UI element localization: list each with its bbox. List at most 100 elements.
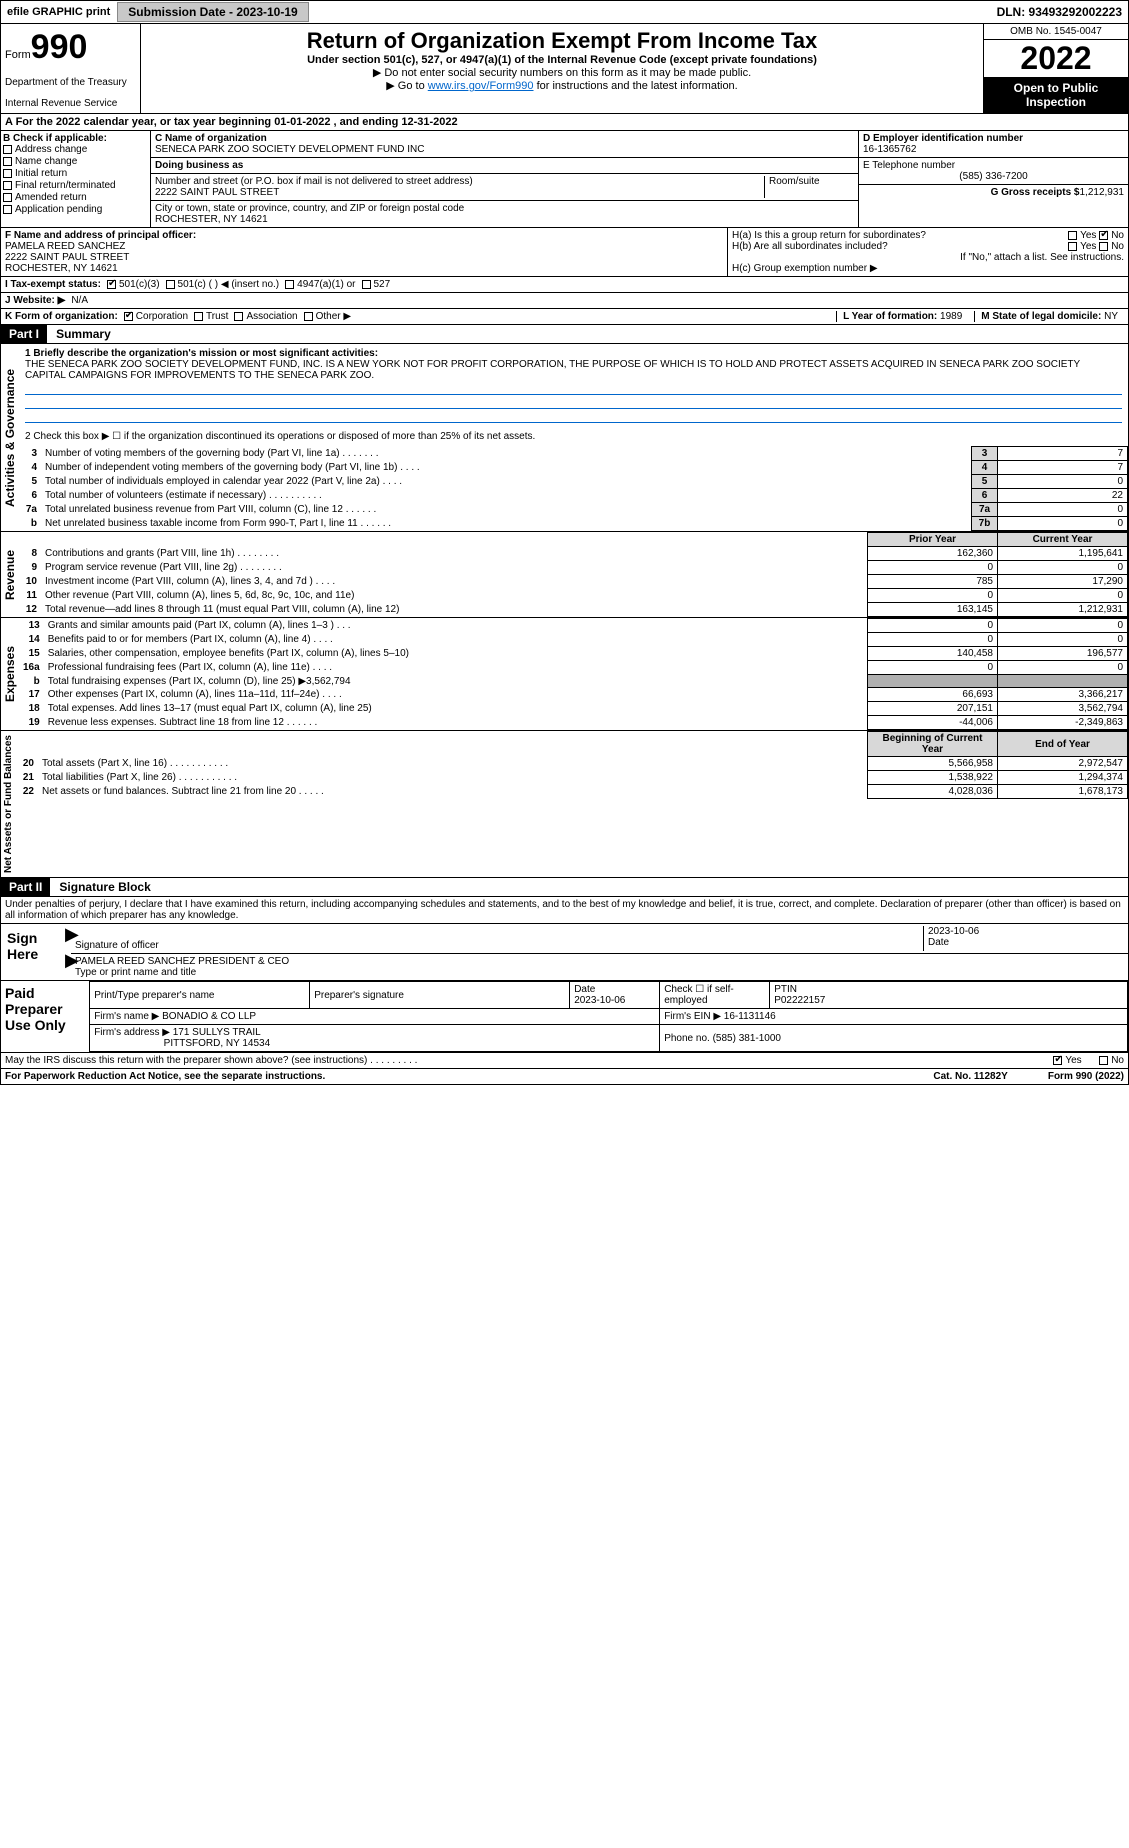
hdr-current-year: Current Year <box>998 533 1128 547</box>
irs-label: Internal Revenue Service <box>5 98 136 109</box>
k-trust[interactable]: Trust <box>194 311 228 322</box>
table-row: 17Other expenses (Part IX, column (A), l… <box>19 688 1128 702</box>
k-corp[interactable]: Corporation <box>124 311 188 322</box>
header-center: Return of Organization Exempt From Incom… <box>141 24 983 113</box>
q1-label: 1 Briefly describe the organization's mi… <box>25 348 1122 359</box>
m-label: M State of legal domicile: <box>981 311 1101 322</box>
i-527[interactable]: 527 <box>362 279 391 290</box>
chk-initial-return[interactable]: Initial return <box>3 168 148 179</box>
part1-netassets: Net Assets or Fund Balances Beginning of… <box>0 731 1129 878</box>
may-irs-no[interactable]: No <box>1099 1055 1124 1066</box>
firm-addr-label: Firm's address ▶ <box>94 1027 170 1038</box>
chk-final-return[interactable]: Final return/terminated <box>3 180 148 191</box>
part1-expenses: Expenses 13Grants and similar amounts pa… <box>0 618 1129 731</box>
chk-name-change[interactable]: Name change <box>3 156 148 167</box>
firm-ein-value: 16-1131146 <box>724 1011 776 1022</box>
footer-pra: For Paperwork Reduction Act Notice, see … <box>5 1071 325 1082</box>
mission-text: THE SENECA PARK ZOO SOCIETY DEVELOPMENT … <box>25 359 1122 381</box>
table-row: 21Total liabilities (Part X, line 26) . … <box>16 771 1128 785</box>
col-b-checkboxes: B Check if applicable: Address change Na… <box>1 131 151 227</box>
c-name-label: C Name of organization <box>155 133 854 144</box>
tax-year: 2022 <box>984 40 1128 77</box>
side-netassets: Net Assets or Fund Balances <box>1 731 16 877</box>
street-label: Number and street (or P.O. box if mail i… <box>155 176 764 187</box>
part2-header: Part II <box>1 878 50 896</box>
table-row: 6Total number of volunteers (estimate if… <box>19 489 1128 503</box>
firm-phone-label: Phone no. <box>664 1033 710 1044</box>
gov-table: 3Number of voting members of the governi… <box>19 446 1128 531</box>
dept-treasury: Department of the Treasury <box>5 77 136 88</box>
part1-title: Summary <box>50 327 111 341</box>
chk-address-change[interactable]: Address change <box>3 144 148 155</box>
chk-application-pending[interactable]: Application pending <box>3 204 148 215</box>
part1-header: Part I <box>1 325 47 343</box>
d-ein-label: D Employer identification number <box>863 133 1124 144</box>
firm-phone-value: (585) 381-1000 <box>713 1033 781 1044</box>
f-addr1: 2222 SAINT PAUL STREET <box>5 252 723 263</box>
table-row: 18Total expenses. Add lines 13–17 (must … <box>19 702 1128 716</box>
table-row: 3Number of voting members of the governi… <box>19 447 1128 461</box>
c-name-value: SENECA PARK ZOO SOCIETY DEVELOPMENT FUND… <box>155 144 854 155</box>
footer: For Paperwork Reduction Act Notice, see … <box>0 1069 1129 1085</box>
sig-officer-label: Signature of officer <box>75 940 923 951</box>
ha-no[interactable]: No <box>1099 230 1124 241</box>
table-row: 7aTotal unrelated business revenue from … <box>19 503 1128 517</box>
col-b-header: B Check if applicable: <box>3 133 148 144</box>
ha-yes[interactable]: Yes <box>1068 230 1096 241</box>
f-name: PAMELA REED SANCHEZ <box>5 241 723 252</box>
sig-date-label: Date <box>928 937 1124 948</box>
k-label: K Form of organization: <box>5 311 118 322</box>
m-value: NY <box>1104 311 1118 322</box>
g-gross-value: 1,212,931 <box>1080 187 1125 198</box>
irs-link[interactable]: www.irs.gov/Form990 <box>428 80 534 92</box>
k-other[interactable]: Other ▶ <box>304 311 351 322</box>
l-value: 1989 <box>940 311 962 322</box>
rev-table: Prior YearCurrent Year 8Contributions an… <box>19 532 1128 617</box>
table-row: bTotal fundraising expenses (Part IX, co… <box>19 675 1128 688</box>
e-phone-label: E Telephone number <box>863 160 1124 171</box>
k-assoc[interactable]: Association <box>234 311 297 322</box>
side-governance: Activities & Governance <box>1 344 19 531</box>
footer-cat: Cat. No. 11282Y <box>933 1071 1007 1082</box>
table-row: 10Investment income (Part VIII, column (… <box>19 575 1128 589</box>
may-irs-text: May the IRS discuss this return with the… <box>5 1055 417 1066</box>
g-gross-label: G Gross receipts $ <box>991 187 1080 198</box>
q2-text: 2 Check this box ▶ ☐ if the organization… <box>19 427 1128 446</box>
penalties-text: Under penalties of perjury, I declare th… <box>0 897 1129 924</box>
p-date-label: Date <box>574 984 595 995</box>
form-subtitle: Under section 501(c), 527, or 4947(a)(1)… <box>145 54 979 66</box>
paid-preparer-block: Paid Preparer Use Only Print/Type prepar… <box>0 981 1129 1053</box>
hb-no[interactable]: No <box>1099 241 1124 252</box>
row-a-period: A For the 2022 calendar year, or tax yea… <box>0 114 1129 131</box>
firm-city-value: PITTSFORD, NY 14534 <box>164 1038 271 1049</box>
firm-name-value: BONADIO & CO LLP <box>162 1011 256 1022</box>
net-table: Beginning of Current YearEnd of Year 20T… <box>16 731 1128 799</box>
j-label: J Website: ▶ <box>5 295 65 306</box>
open-public: Open to Public Inspection <box>984 77 1128 113</box>
i-501c[interactable]: 501(c) ( ) ◀ (insert no.) <box>166 279 280 290</box>
f-label: F Name and address of principal officer: <box>5 230 723 241</box>
header-left: Form990 Department of the Treasury Inter… <box>1 24 141 113</box>
form-word: Form <box>5 49 31 61</box>
i-501c3[interactable]: 501(c)(3) <box>107 279 160 290</box>
may-irs-row: May the IRS discuss this return with the… <box>0 1053 1129 1069</box>
may-irs-yes[interactable]: Yes <box>1053 1055 1081 1066</box>
room-suite-label: Room/suite <box>764 176 854 198</box>
part1-revenue: Revenue Prior YearCurrent Year 8Contribu… <box>0 532 1129 618</box>
hdr-beginning: Beginning of Current Year <box>868 732 998 757</box>
part2-title: Signature Block <box>53 880 150 894</box>
p-name-label: Print/Type preparer's name <box>90 982 310 1009</box>
row-j-website: J Website: ▶ N/A <box>0 293 1129 309</box>
submission-date-button[interactable]: Submission Date - 2023-10-19 <box>117 2 308 22</box>
table-row: 22Net assets or fund balances. Subtract … <box>16 785 1128 799</box>
top-bar: efile GRAPHIC print Submission Date - 20… <box>0 0 1129 24</box>
table-row: 13Grants and similar amounts paid (Part … <box>19 619 1128 633</box>
paid-preparer-label: Paid Preparer Use Only <box>1 981 89 1052</box>
chk-amended-return[interactable]: Amended return <box>3 192 148 203</box>
i-4947[interactable]: 4947(a)(1) or <box>285 279 355 290</box>
hb-yes[interactable]: Yes <box>1068 241 1096 252</box>
p-sig-label: Preparer's signature <box>310 982 570 1009</box>
firm-addr-value: 171 SULLYS TRAIL <box>173 1027 261 1038</box>
table-row: 5Total number of individuals employed in… <box>19 475 1128 489</box>
p-check-self[interactable]: Check ☐ if self-employed <box>660 982 770 1009</box>
